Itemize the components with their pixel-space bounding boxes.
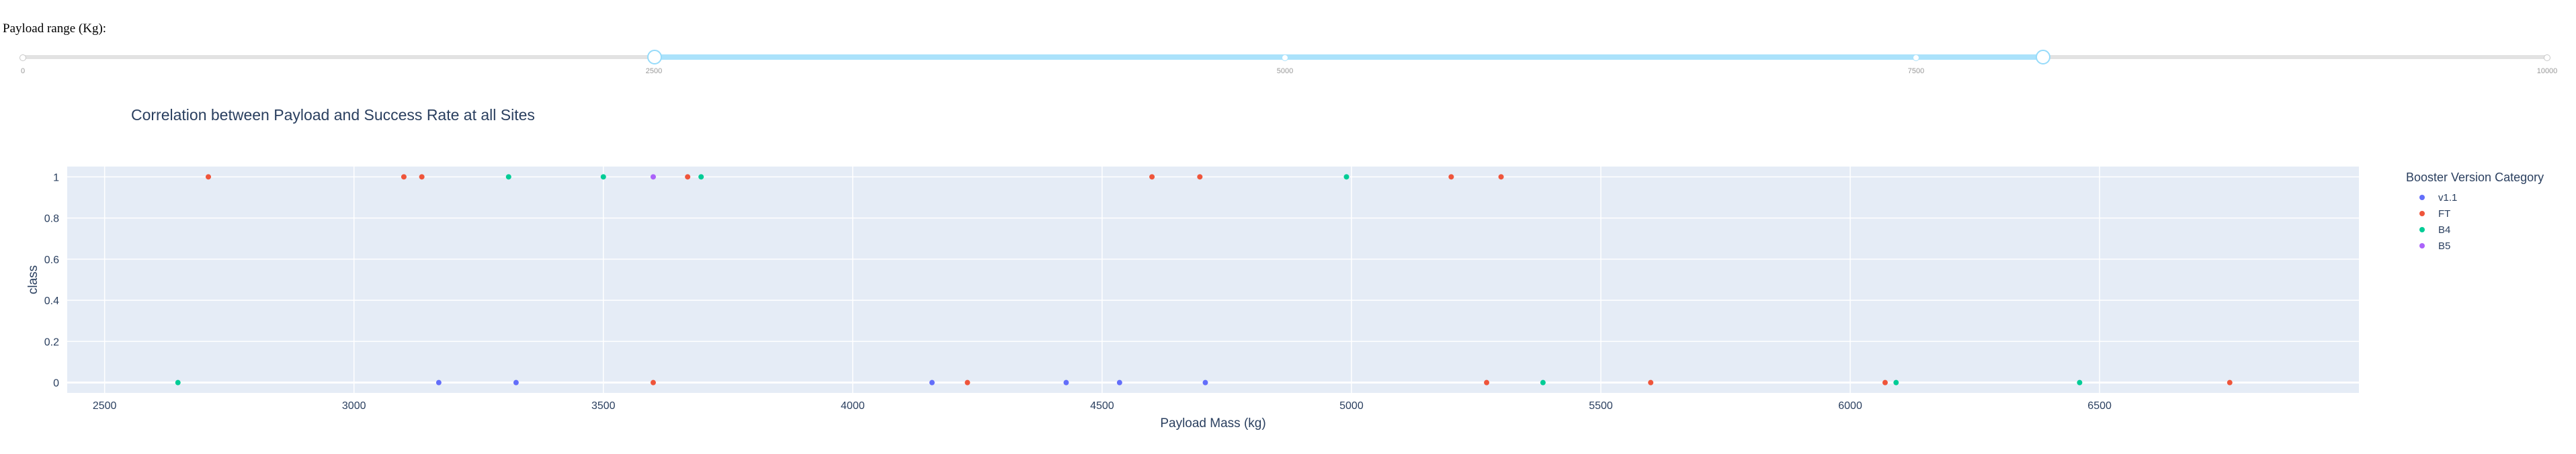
slider-mark-label: 5000 xyxy=(1276,67,1294,75)
legend-marker xyxy=(2419,195,2425,200)
x-tick-label: 6500 xyxy=(2087,400,2112,412)
x-tick-label: 5500 xyxy=(1589,400,1613,412)
x-tick-label: 4500 xyxy=(1090,400,1114,412)
data-point-FT xyxy=(1484,379,1490,385)
y-tick-label: 0.2 xyxy=(44,336,59,348)
data-point-v1-1 xyxy=(1116,379,1122,385)
data-point-FT xyxy=(419,174,425,180)
slider-mark-dot[interactable] xyxy=(2544,54,2550,61)
x-tick-label: 3500 xyxy=(591,400,616,412)
slider-mark-label: 0 xyxy=(20,67,26,75)
legend-item-label: v1.1 xyxy=(2438,192,2457,203)
data-point-FT xyxy=(964,379,970,385)
slider-handle-max[interactable] xyxy=(2035,50,2050,64)
data-point-FT xyxy=(1197,174,1203,180)
legend-item-label: B4 xyxy=(2438,224,2450,236)
legend-marker xyxy=(2419,243,2425,248)
plot-background xyxy=(67,167,2359,393)
data-point-B4 xyxy=(600,174,606,180)
y-tick-label: 0.4 xyxy=(44,296,59,307)
y-tick-label: 0 xyxy=(53,378,59,390)
y-tick-label: 0.6 xyxy=(44,255,59,266)
y-tick-label: 0.8 xyxy=(44,214,59,225)
data-point-FT xyxy=(1648,379,1654,385)
data-point-v1-1 xyxy=(929,379,935,385)
y-axis-title: class xyxy=(26,265,40,294)
data-point-FT xyxy=(685,174,691,180)
data-point-B5 xyxy=(650,174,656,180)
data-point-B4 xyxy=(1893,379,1899,385)
data-point-FT xyxy=(1882,379,1888,385)
slider-mark-dot[interactable] xyxy=(19,54,26,61)
legend-title: Booster Version Category xyxy=(2406,171,2544,184)
x-tick-label: 4000 xyxy=(841,400,865,412)
legend-item-label: B5 xyxy=(2438,240,2450,252)
x-tick-label: 2500 xyxy=(93,400,117,412)
data-point-FT xyxy=(401,174,407,180)
data-point-FT xyxy=(1149,174,1155,180)
data-point-FT xyxy=(206,174,212,180)
data-point-v1-1 xyxy=(1063,379,1069,385)
x-tick-label: 6000 xyxy=(1838,400,1862,412)
data-point-FT xyxy=(1448,174,1454,180)
data-point-B4 xyxy=(175,379,181,385)
x-tick-label: 5000 xyxy=(1339,400,1364,412)
legend-marker xyxy=(2419,211,2425,216)
data-point-B4 xyxy=(1343,174,1349,180)
slider-mark-dot[interactable] xyxy=(1913,54,1919,61)
slider-selected-track[interactable] xyxy=(654,54,2042,60)
legend-item-label: FT xyxy=(2438,208,2450,220)
slider-handle-min[interactable] xyxy=(647,50,662,64)
x-tick-label: 3000 xyxy=(342,400,366,412)
data-point-B4 xyxy=(698,174,704,180)
slider-mark-label: 10000 xyxy=(2536,67,2558,75)
data-point-v1-1 xyxy=(435,379,442,385)
payload-range-slider[interactable]: 0 2500 5000 7500 10000 xyxy=(0,40,2576,81)
data-point-FT xyxy=(1498,174,1504,180)
slider-mark-label: 7500 xyxy=(1907,67,1925,75)
data-point-v1-1 xyxy=(1202,379,1208,385)
slider-mark-dot[interactable] xyxy=(1282,54,1288,61)
payload-range-label: Payload range (Kg): xyxy=(3,21,107,36)
data-point-B4 xyxy=(2077,379,2083,385)
slider-mark-label: 2500 xyxy=(645,67,663,75)
scatter-chart: 2500 3000 3500 4000 4500 5000 5500 6000 6500 0 0.2… xyxy=(26,106,2544,430)
data-point-B4 xyxy=(505,174,511,180)
chart-title: Correlation between Payload and Success … xyxy=(131,106,535,124)
legend-marker xyxy=(2419,227,2425,232)
data-point-FT xyxy=(650,379,656,385)
data-point-FT xyxy=(2227,379,2233,385)
data-point-v1-1 xyxy=(513,379,519,385)
data-point-B4 xyxy=(1540,379,1546,385)
y-tick-label: 1 xyxy=(53,172,59,183)
x-axis-title: Payload Mass (kg) xyxy=(1160,416,1265,430)
